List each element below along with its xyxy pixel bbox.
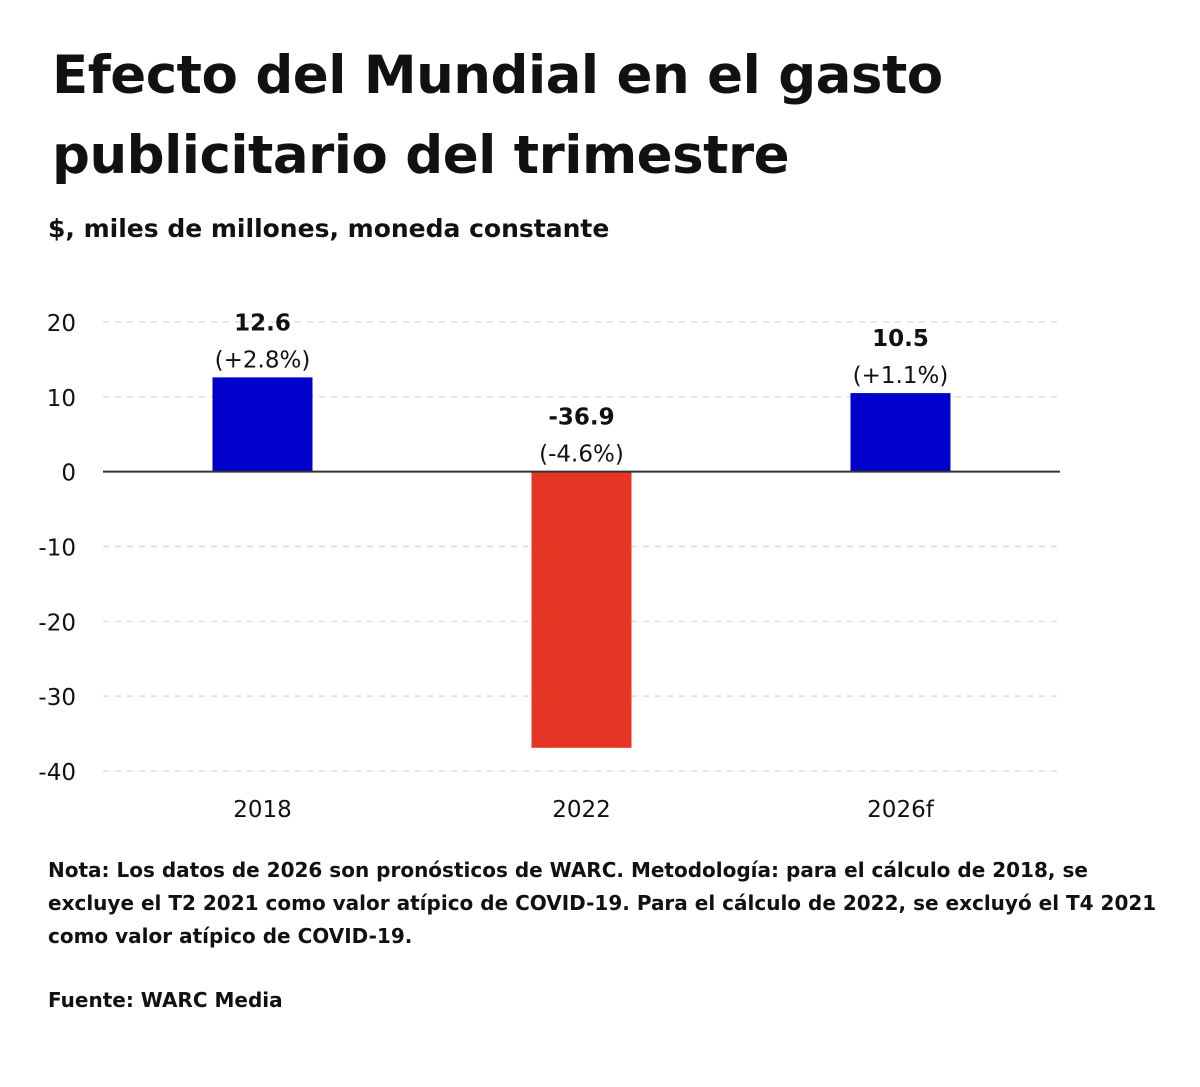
chart-title: Efecto del Mundial en el gasto publicita… [52,45,943,186]
data-label: 10.5 [872,326,929,352]
data-label: -36.9 [548,405,614,431]
x-tick-label: 2022 [552,797,611,823]
data-label: 12.6 [234,310,291,336]
bar-chart: 20 10 0 -10 -20 -30 -40 12.6 (+2.8%) 2018 -36.9 (-4… [38,310,1060,823]
y-tick-label: 0 [61,461,76,487]
y-tick-label: -40 [38,760,76,786]
pct-label: (+2.8%) [215,347,311,373]
y-tick-label: 10 [47,386,76,412]
y-tick-label: -20 [38,610,76,636]
x-tick-label: 2026f [867,797,935,823]
y-tick-label: -30 [38,685,76,711]
bar-2018 [212,377,313,472]
y-tick-label: -10 [38,536,76,562]
chart-note: Nota: Los datos de 2026 son pronósticos … [48,858,1157,948]
pct-label: (+1.1%) [853,363,949,389]
y-tick-label: 20 [47,311,76,337]
bar-2026f [850,393,951,472]
chart-subtitle: $, miles de millones, moneda constante [48,214,610,243]
bar-2022 [531,471,632,748]
x-tick-label: 2018 [233,797,292,823]
pct-label: (-4.6%) [539,442,624,468]
chart-source: Fuente: WARC Media [48,988,283,1012]
